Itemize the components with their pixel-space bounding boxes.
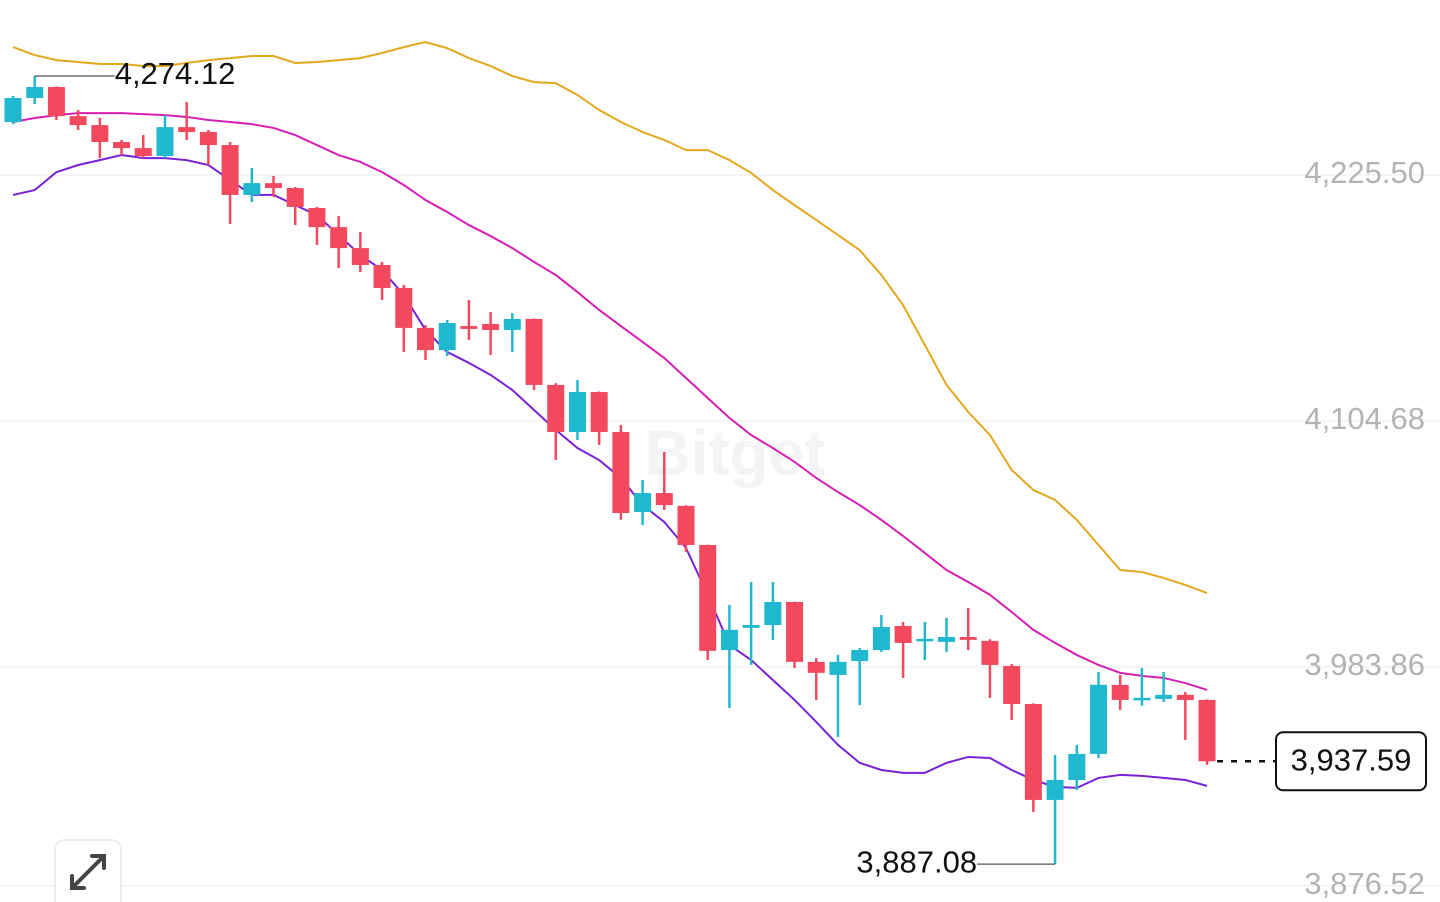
candle-body [330, 227, 348, 249]
candle-body [286, 188, 304, 207]
y-tick-label: 3,983.86 [1304, 647, 1425, 682]
candle-body [1003, 665, 1021, 705]
low-label: 3,887.08 [856, 844, 977, 879]
candle-body [525, 318, 543, 385]
candle-body [1155, 694, 1173, 699]
candle-body [351, 248, 369, 265]
candle-body [4, 98, 22, 123]
candle-body [1024, 704, 1042, 800]
candle-body [764, 601, 782, 626]
candle-body [134, 148, 152, 157]
candle-body [91, 125, 109, 142]
last-price-box [1275, 731, 1427, 792]
candle-body [26, 87, 44, 99]
grid [0, 174, 1440, 887]
candle-body [807, 661, 825, 673]
candle-body [916, 638, 934, 642]
candle-body [829, 661, 847, 675]
candle-body [373, 264, 391, 288]
candle-body [1111, 684, 1129, 700]
candle-body [503, 318, 521, 330]
candle-body [265, 183, 283, 189]
candle-body [482, 324, 500, 330]
expand-icon[interactable] [70, 854, 106, 890]
candle-body [308, 207, 326, 228]
watermark: Bitget [644, 417, 825, 489]
band-line [12, 112, 1208, 691]
candle-body [178, 127, 196, 133]
candle-body [959, 637, 977, 640]
candle-body [1198, 699, 1216, 762]
candle-body [416, 327, 434, 351]
candle-body [113, 141, 131, 149]
candle-body [69, 116, 87, 126]
candle-body [677, 505, 695, 545]
high-label: 4,274.12 [115, 56, 236, 91]
candle-body [395, 287, 413, 328]
band-line [12, 154, 1208, 789]
candle-body [199, 132, 217, 146]
candle-body [438, 323, 456, 351]
candle-body [894, 626, 912, 643]
candle-body [851, 650, 869, 662]
candle-body [786, 601, 804, 662]
candle-body [590, 392, 608, 432]
candle-body [720, 629, 738, 651]
candle-body [938, 637, 956, 642]
y-tick-label: 4,225.50 [1304, 155, 1425, 190]
candle-body [872, 627, 890, 651]
candle-body [1176, 694, 1194, 700]
candle-body [568, 392, 586, 432]
y-tick-label: 3,876.52 [1304, 866, 1425, 901]
candle-body [221, 145, 239, 195]
candle-body [47, 87, 65, 117]
expand-button[interactable] [54, 839, 122, 902]
candle-body [1046, 779, 1064, 800]
candle-body [981, 640, 999, 665]
candle-body [742, 625, 760, 628]
candle-body [460, 326, 478, 329]
candle-body [634, 493, 652, 512]
candle-body [1090, 684, 1107, 754]
y-tick-label: 4,104.68 [1304, 401, 1425, 436]
candle-body [699, 544, 717, 651]
candle-body [156, 127, 174, 157]
candle-body [1133, 697, 1151, 701]
candle-body [612, 431, 630, 514]
candle-body [547, 384, 565, 432]
last-price-label: 3,937.59 [1291, 742, 1412, 777]
candle-body [1068, 753, 1086, 780]
band-line [12, 40, 1208, 594]
candle-body [655, 493, 673, 506]
candle-body [243, 183, 261, 195]
